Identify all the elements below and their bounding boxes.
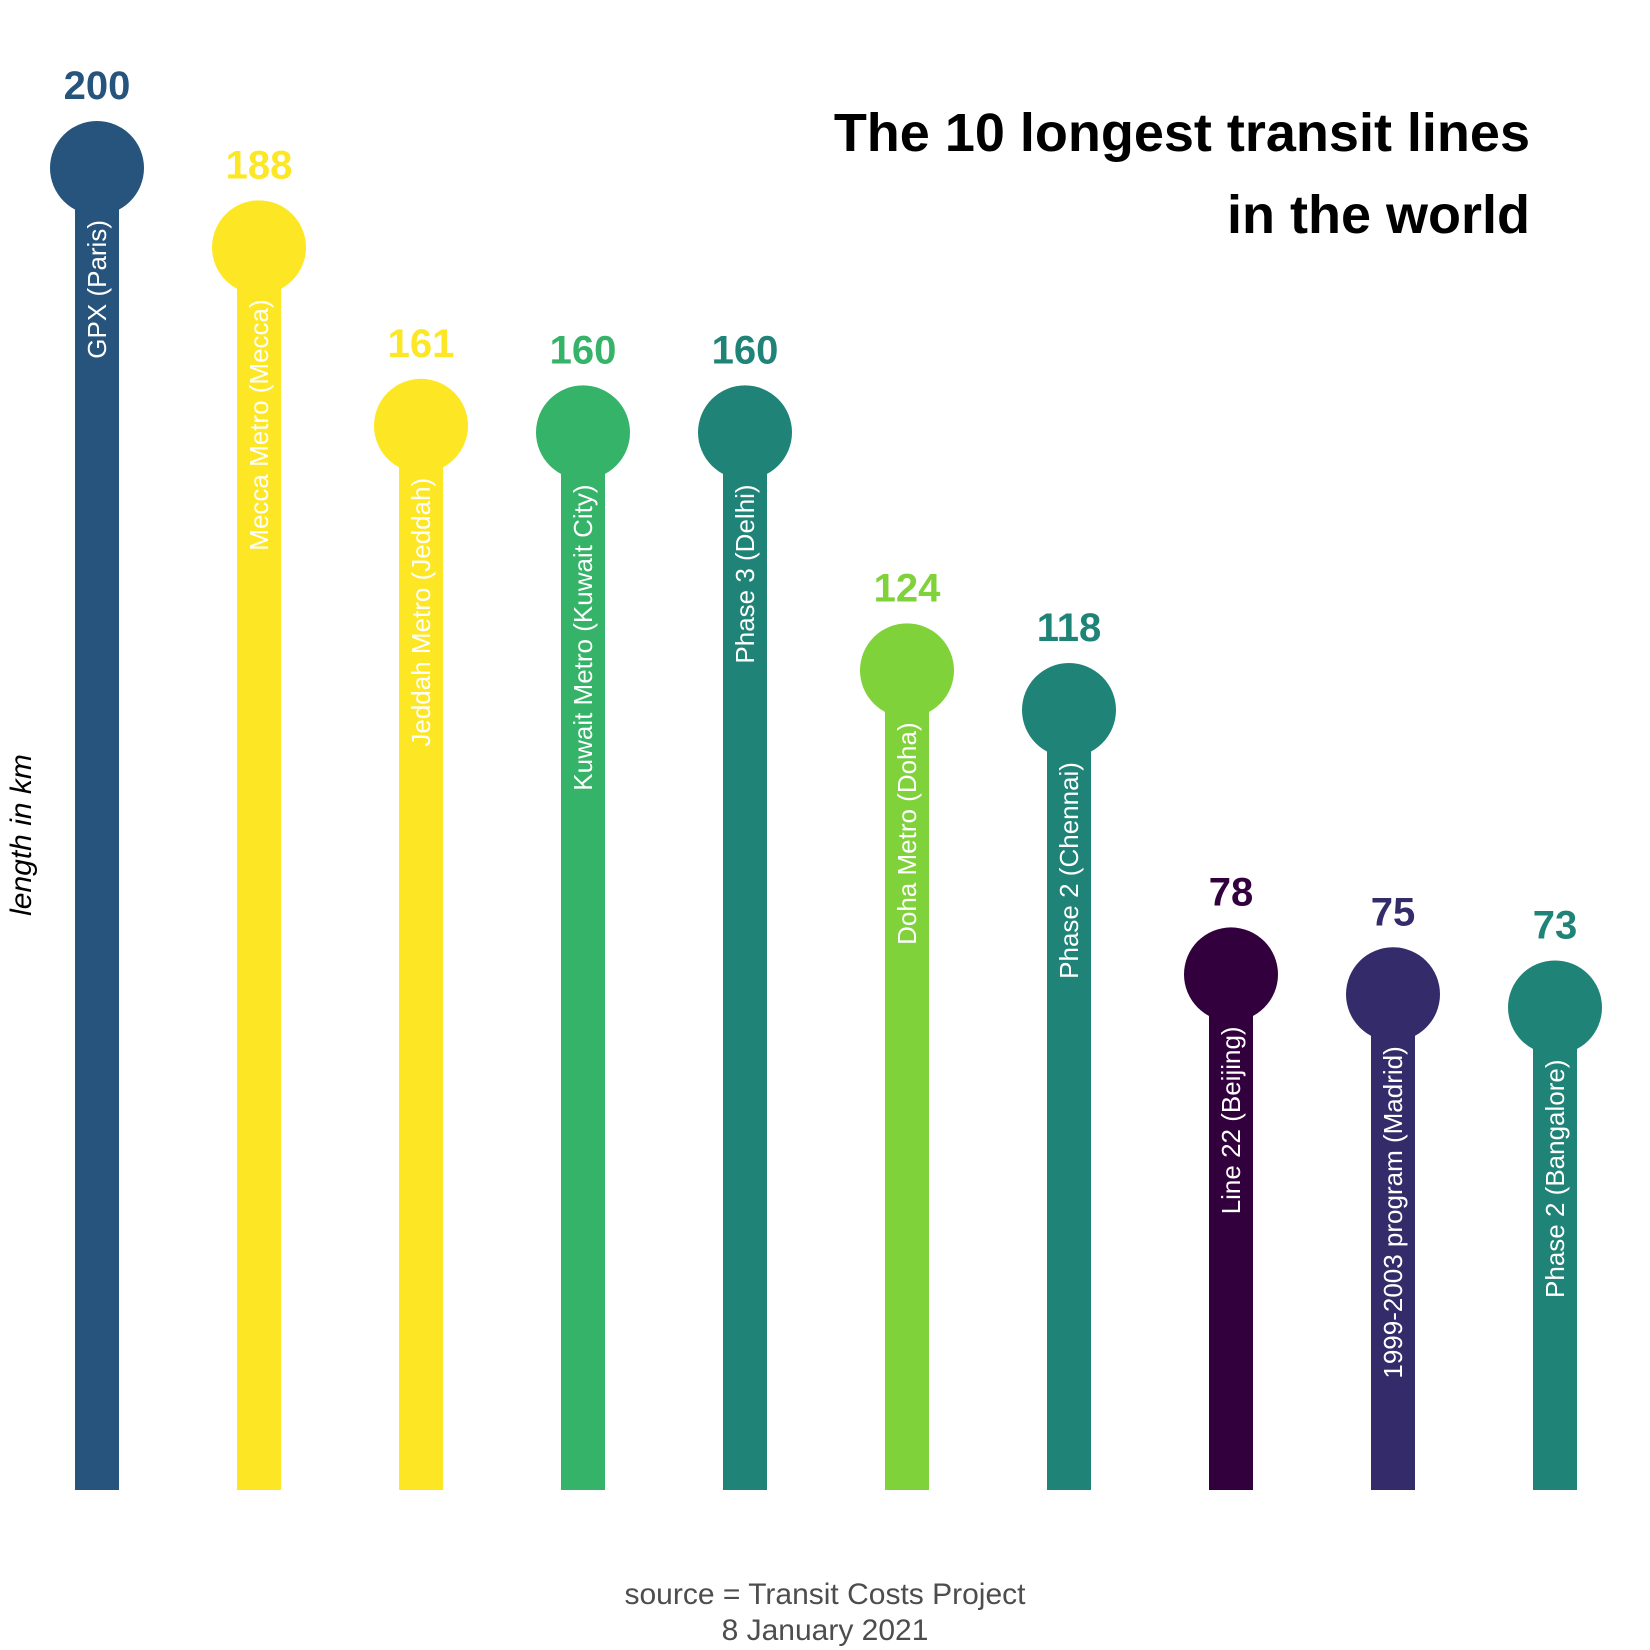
category-label: Doha Metro (Doha) — [892, 722, 922, 945]
lollipop-head — [698, 385, 792, 480]
lollipop-head — [1022, 663, 1116, 758]
value-label: 73 — [1533, 903, 1578, 947]
y-axis-label: length in km — [5, 754, 38, 916]
category-label: Phase 3 (Delhi) — [730, 484, 760, 663]
value-label: 160 — [712, 328, 779, 372]
category-label: Mecca Metro (Mecca) — [244, 299, 274, 550]
value-label: 188 — [226, 143, 293, 187]
lollipop-stem — [1533, 1007, 1577, 1490]
value-label: 124 — [874, 566, 941, 610]
lollipop-stem — [75, 168, 119, 1490]
chart-title: The 10 longest transit lines in the worl… — [834, 92, 1530, 256]
lollipop-stem — [1209, 974, 1253, 1490]
value-label: 160 — [550, 328, 617, 372]
lollipop-stem — [1371, 994, 1415, 1490]
category-label: Phase 2 (Chennai) — [1054, 762, 1084, 979]
lollipop-head — [1508, 960, 1602, 1055]
category-label: 1999-2003 program (Madrid) — [1378, 1046, 1408, 1378]
lollipop-head — [860, 623, 954, 718]
lollipop-stem — [723, 432, 767, 1490]
lollipop-head — [374, 378, 468, 473]
value-label: 78 — [1209, 870, 1254, 914]
lollipop-head — [1184, 927, 1278, 1022]
lollipop-head — [536, 385, 630, 480]
value-label: 161 — [388, 322, 455, 366]
lollipop-head — [212, 200, 306, 295]
value-label: 75 — [1371, 890, 1416, 934]
category-label: GPX (Paris) — [82, 220, 112, 359]
chart-caption: source = Transit Costs Project 8 January… — [0, 1577, 1650, 1649]
chart-title-line-1: The 10 longest transit lines — [833, 103, 1530, 163]
lollipop-stem — [399, 425, 443, 1490]
lollipop-head — [50, 121, 144, 215]
value-label: 118 — [1037, 606, 1102, 650]
category-label: Jeddah Metro (Jeddah) — [406, 478, 436, 747]
lollipop-head — [1346, 947, 1440, 1042]
lollipop-stem — [561, 432, 605, 1490]
caption-date: 8 January 2021 — [721, 1614, 929, 1647]
category-label: Line 22 (Beijing) — [1216, 1026, 1246, 1214]
category-label: Kuwait Metro (Kuwait City) — [568, 484, 598, 790]
caption-source: source = Transit Costs Project — [624, 1578, 1026, 1611]
value-label: 200 — [64, 64, 131, 108]
lollipop-stem — [885, 670, 929, 1490]
lollipop-stem — [1047, 710, 1091, 1490]
chart-title-line-2: in the world — [1227, 185, 1530, 245]
category-label: Phase 2 (Bangalore) — [1540, 1059, 1570, 1297]
lollipop-stem — [237, 247, 281, 1490]
